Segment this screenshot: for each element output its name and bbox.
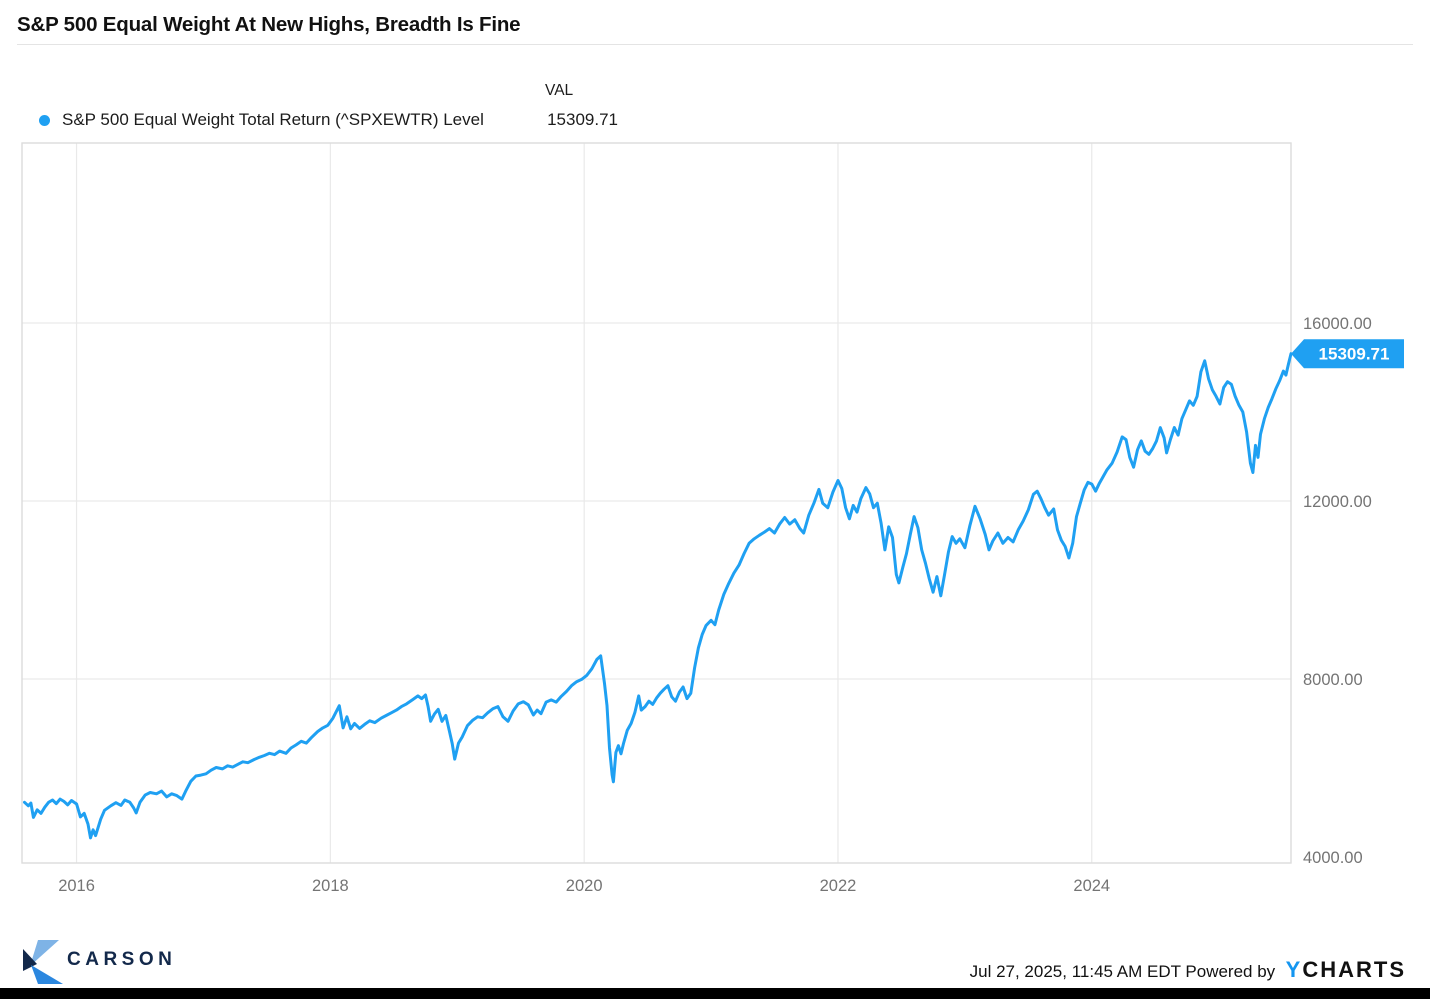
series-dot-icon	[39, 115, 50, 126]
plot-border	[21, 142, 1292, 864]
y-axis-label: 8000.00	[1303, 671, 1363, 689]
page-title: S&P 500 Equal Weight At New Highs, Bread…	[17, 13, 521, 36]
footer-attribution: Jul 27, 2025, 11:45 AM EDT Powered by YC…	[970, 957, 1406, 983]
ycharts-logo-y: Y	[1285, 957, 1303, 982]
legend-column-header: VAL	[545, 82, 574, 99]
ycharts-logo-charts: CHARTS	[1302, 957, 1406, 982]
last-value-label: 15309.71	[1319, 345, 1390, 364]
x-axis-label: 2016	[58, 877, 95, 895]
footer-black-bar	[0, 988, 1430, 999]
title-divider	[17, 44, 1413, 45]
carson-wordmark: CARSON	[67, 949, 177, 970]
x-axis-label: 2022	[820, 877, 857, 895]
series-label: S&P 500 Equal Weight Total Return (^SPXE…	[62, 110, 484, 129]
y-axis-label: 4000.00	[1303, 849, 1363, 867]
price-line	[23, 352, 1293, 840]
carson-logo-icon	[23, 940, 63, 984]
x-axis-label: 2024	[1073, 877, 1110, 895]
x-axis-label: 2020	[566, 877, 603, 895]
x-axis-label: 2018	[312, 877, 349, 895]
ycharts-logo: YCHARTS	[1286, 957, 1406, 982]
y-axis-label: 12000.00	[1303, 493, 1372, 511]
series-current-value: 15309.71	[547, 110, 618, 129]
last-value-callout	[1291, 339, 1404, 369]
timestamp: Jul 27, 2025, 11:45 AM EDT Powered by	[969, 962, 1276, 981]
y-axis-label: 16000.00	[1303, 315, 1372, 333]
